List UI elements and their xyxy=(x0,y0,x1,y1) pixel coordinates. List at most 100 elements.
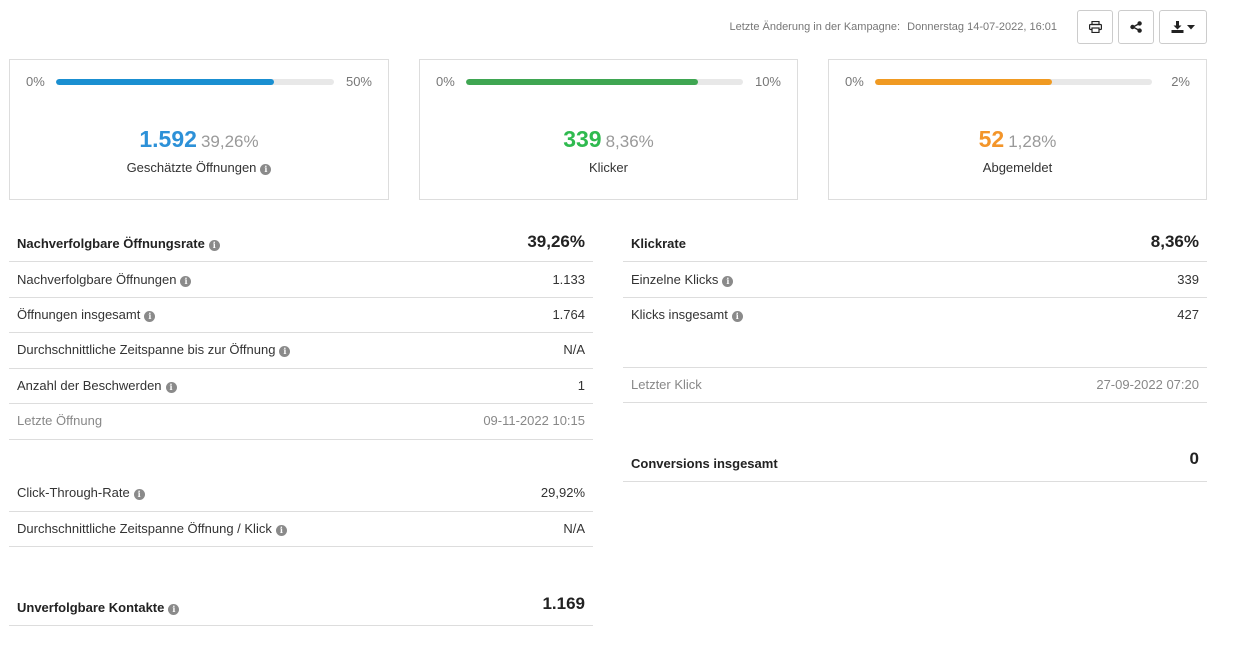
row-label-text: Öffnungen insgesamt xyxy=(17,307,141,322)
last-click-label: Letzter Klick xyxy=(631,377,702,392)
info-icon[interactable]: i xyxy=(168,604,180,615)
estimated-opens-card: 0% 50% 1.592 39,26% Geschätzte Öffnungen i xyxy=(9,59,389,200)
progress-fill xyxy=(466,79,698,85)
info-icon[interactable]: i xyxy=(144,311,156,322)
progress-max-label: 50% xyxy=(345,74,372,89)
stat-caption-text: Geschätzte Öffnungen xyxy=(126,160,257,175)
progress-bar xyxy=(466,79,743,85)
open-rate-label: Nachverfolgbare Öffnungsrate i xyxy=(17,236,220,251)
progress-max-label: 10% xyxy=(754,74,781,89)
stat-percent: 1,28% xyxy=(1008,132,1057,151)
stat-caption-text: Klicker xyxy=(588,160,628,175)
table-row: Klicks insgesamt i 427 xyxy=(623,298,1207,333)
share-icon xyxy=(1130,21,1142,33)
conversions-value: 0 xyxy=(1189,449,1199,468)
ctr-row: Click-Through-Rate i 29,92% xyxy=(9,476,593,512)
row-value: 1.764 xyxy=(552,307,585,322)
campaign-toolbar: Letzte Änderung in der Kampagne: Donners… xyxy=(729,10,1207,44)
row-label-text: Anzahl der Beschwerden xyxy=(17,378,162,393)
info-icon[interactable]: i xyxy=(279,346,291,357)
info-icon[interactable]: i xyxy=(133,489,145,500)
last-open-value: 09-11-2022 10:15 xyxy=(483,413,585,428)
stat-caption-text: Abgemeldet xyxy=(982,160,1053,175)
last-change-value: Donnerstag 14-07-2022, 16:01 xyxy=(907,21,1057,33)
stat-number: 52 xyxy=(978,126,1005,152)
table-row: Anzahl der Beschwerden i 1 xyxy=(9,369,593,404)
last-change-info: Letzte Änderung in der Kampagne: Donners… xyxy=(729,21,1057,33)
stat-caption: Geschätzte Öffnungen i xyxy=(10,160,388,175)
progress-max-label: 2% xyxy=(1171,74,1190,89)
untracked-value: 1.169 xyxy=(542,594,585,613)
table-row: Nachverfolgbare Öffnungen i 1.133 xyxy=(9,262,593,298)
row-label: Nachverfolgbare Öffnungen i xyxy=(17,272,192,287)
avg-open-click-label-text: Durchschnittliche Zeitspanne Öffnung / K… xyxy=(17,521,272,536)
progress-fill xyxy=(56,79,275,85)
print-button[interactable] xyxy=(1077,10,1113,44)
stat-percent: 39,26% xyxy=(200,132,259,151)
share-button[interactable] xyxy=(1118,10,1154,44)
print-icon xyxy=(1088,21,1102,33)
stat-value: 339 8,36% xyxy=(420,126,797,153)
row-value: 1 xyxy=(577,378,585,393)
ctr-label: Click-Through-Rate i xyxy=(17,485,145,500)
row-label-text: Klicks insgesamt xyxy=(631,307,728,322)
untracked-contacts-row: Unverfolgbare Kontakte i 1.169 xyxy=(9,587,593,626)
click-rate-label: Klickrate xyxy=(631,236,686,251)
progress-min-label: 0% xyxy=(26,74,45,89)
ctr-value: 29,92% xyxy=(540,485,585,500)
info-icon[interactable]: i xyxy=(260,164,272,175)
row-label: Durchschnittliche Zeitspanne bis zur Öff… xyxy=(17,342,291,357)
last-open-label: Letzte Öffnung xyxy=(17,413,103,428)
untracked-label-text: Unverfolgbare Kontakte xyxy=(17,600,165,615)
info-icon[interactable]: i xyxy=(165,382,177,393)
open-rate-label-text: Nachverfolgbare Öffnungsrate xyxy=(17,236,205,251)
row-value: 339 xyxy=(1177,272,1199,287)
last-click-value: 27-09-2022 07:20 xyxy=(1096,377,1199,392)
info-icon[interactable]: i xyxy=(275,525,287,536)
click-rate-row: Klickrate 8,36% xyxy=(623,226,1207,262)
row-value: N/A xyxy=(563,342,585,357)
conversions-label: Conversions insgesamt xyxy=(631,456,778,471)
avg-open-click-row: Durchschnittliche Zeitspanne Öffnung / K… xyxy=(9,512,593,547)
unsubscribed-card: 0% 2% 52 1,28% Abgemeldet xyxy=(828,59,1207,200)
row-label: Öffnungen insgesamt i xyxy=(17,307,156,322)
ctr-label-text: Click-Through-Rate xyxy=(17,485,130,500)
table-row: Öffnungen insgesamt i 1.764 xyxy=(9,298,593,333)
stat-caption: Klicker xyxy=(420,160,797,175)
stat-number: 1.592 xyxy=(139,126,197,152)
open-rate-value: 39,26% xyxy=(527,232,585,251)
row-label-text: Durchschnittliche Zeitspanne bis zur Öff… xyxy=(17,342,276,357)
avg-open-click-label: Durchschnittliche Zeitspanne Öffnung / K… xyxy=(17,521,287,536)
clicks-stats-table: Klickrate 8,36% Einzelne Klicks i 339 Kli… xyxy=(623,0,1207,668)
last-change-label: Letzte Änderung in der Kampagne: xyxy=(729,21,901,33)
row-label: Einzelne Klicks i xyxy=(631,272,734,287)
info-icon[interactable]: i xyxy=(180,276,192,287)
download-dropdown-button[interactable] xyxy=(1159,10,1207,44)
row-label-text: Nachverfolgbare Öffnungen xyxy=(17,272,177,287)
stat-value: 1.592 39,26% xyxy=(10,126,388,153)
stat-value: 52 1,28% xyxy=(829,126,1206,153)
row-value: 1.133 xyxy=(552,272,585,287)
table-row: Durchschnittliche Zeitspanne bis zur Öff… xyxy=(9,333,593,369)
progress-min-label: 0% xyxy=(845,74,864,89)
last-click-row: Letzter Klick 27-09-2022 07:20 xyxy=(623,367,1207,403)
last-open-row: Letzte Öffnung 09-11-2022 10:15 xyxy=(9,404,593,440)
stat-number: 339 xyxy=(563,126,602,152)
row-label: Anzahl der Beschwerden i xyxy=(17,378,177,393)
progress-bar xyxy=(875,79,1152,85)
progress-fill xyxy=(875,79,1053,85)
row-label: Klicks insgesamt i xyxy=(631,307,743,322)
open-rate-row: Nachverfolgbare Öffnungsrate i 39,26% xyxy=(9,226,593,262)
row-value: 427 xyxy=(1177,307,1199,322)
clickers-card: 0% 10% 339 8,36% Klicker xyxy=(419,59,798,200)
info-icon[interactable]: i xyxy=(722,276,734,287)
caret-down-icon xyxy=(1187,24,1195,29)
progress-bar xyxy=(56,79,334,85)
avg-open-click-value: N/A xyxy=(563,521,585,536)
stat-caption: Abgemeldet xyxy=(829,160,1206,175)
stat-percent: 8,36% xyxy=(605,132,654,151)
opens-stats-table: Nachverfolgbare Öffnungsrate i 39,26% Nac… xyxy=(9,0,593,668)
click-rate-value: 8,36% xyxy=(1150,232,1199,251)
info-icon[interactable]: i xyxy=(731,311,743,322)
info-icon[interactable]: i xyxy=(208,240,220,251)
